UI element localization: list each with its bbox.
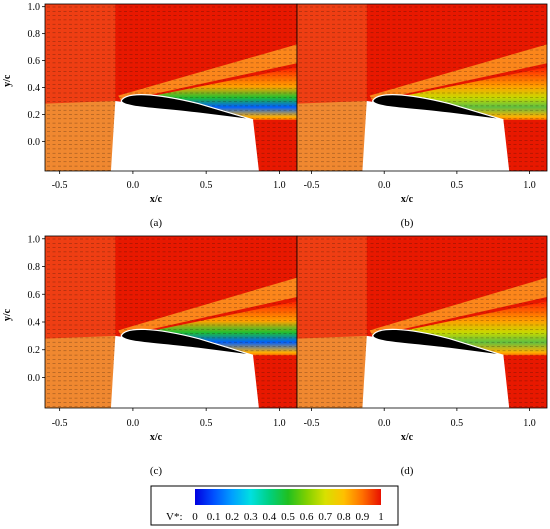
velocity-field (45, 236, 297, 408)
y-tick-label: 0.8 (28, 29, 41, 40)
x-tick-label: 0.5 (451, 180, 464, 191)
lower-right-region (503, 119, 547, 171)
x-tick-label: 0.0 (378, 180, 391, 191)
x-tick-label: 1.0 (273, 180, 286, 191)
y-tick-label: 0.2 (28, 110, 41, 121)
panel-caption: (a) (150, 217, 163, 229)
panel-c: -0.5 0.0 0.5 1.0x/c1.00.80.60.40.20.0y/c(c) (2, 234, 298, 477)
x-tick-label: 0.5 (200, 180, 213, 191)
x-tick-label: -0.5 (52, 180, 68, 191)
y-tick-label: 0.4 (28, 83, 41, 94)
y-tick-label: 1.0 (28, 2, 41, 13)
y-axis-label: y/c (2, 74, 13, 87)
shear-layer (118, 277, 297, 336)
x-tick-label: 0.0 (127, 180, 140, 191)
wake-region (147, 301, 297, 359)
velocity-field (297, 4, 547, 171)
lower-left-region (297, 100, 367, 171)
y-tick-label: 0.0 (28, 137, 41, 148)
x-axis-label: x/c (150, 194, 163, 205)
panel-a: -0.5 0.0 0.5 1.0 x/c 1.0 0.8 0.6 0.4 0.2 0.0 y/c (a) (2, 2, 298, 229)
masked-region (362, 100, 510, 171)
masked-region (110, 100, 259, 171)
panels-group: -0.5 0.0 0.5 1.0 x/c 1.0 0.8 0.6 0.4 0.2 0.0 y/c (a)… (2, 2, 548, 477)
lower-left-region (45, 335, 116, 408)
x-tick-label: 1.0 (523, 180, 536, 191)
x-tick-label: -0.5 (304, 180, 320, 191)
panel-b: -0.5 0.0 0.5 1.0 x/c (b) (296, 3, 548, 229)
velocity-field (45, 4, 297, 171)
lower-right-region (253, 355, 297, 408)
wake-region (398, 67, 547, 123)
lower-right-region (253, 119, 297, 171)
panel-caption: (b) (401, 217, 414, 229)
plot-frame (296, 3, 548, 172)
wake-region (147, 67, 297, 123)
y-tick-label: 0.6 (28, 56, 41, 67)
x-axis-label: x/c (401, 194, 414, 205)
airfoil-shape (371, 94, 504, 121)
airfoil-shape (120, 94, 254, 121)
